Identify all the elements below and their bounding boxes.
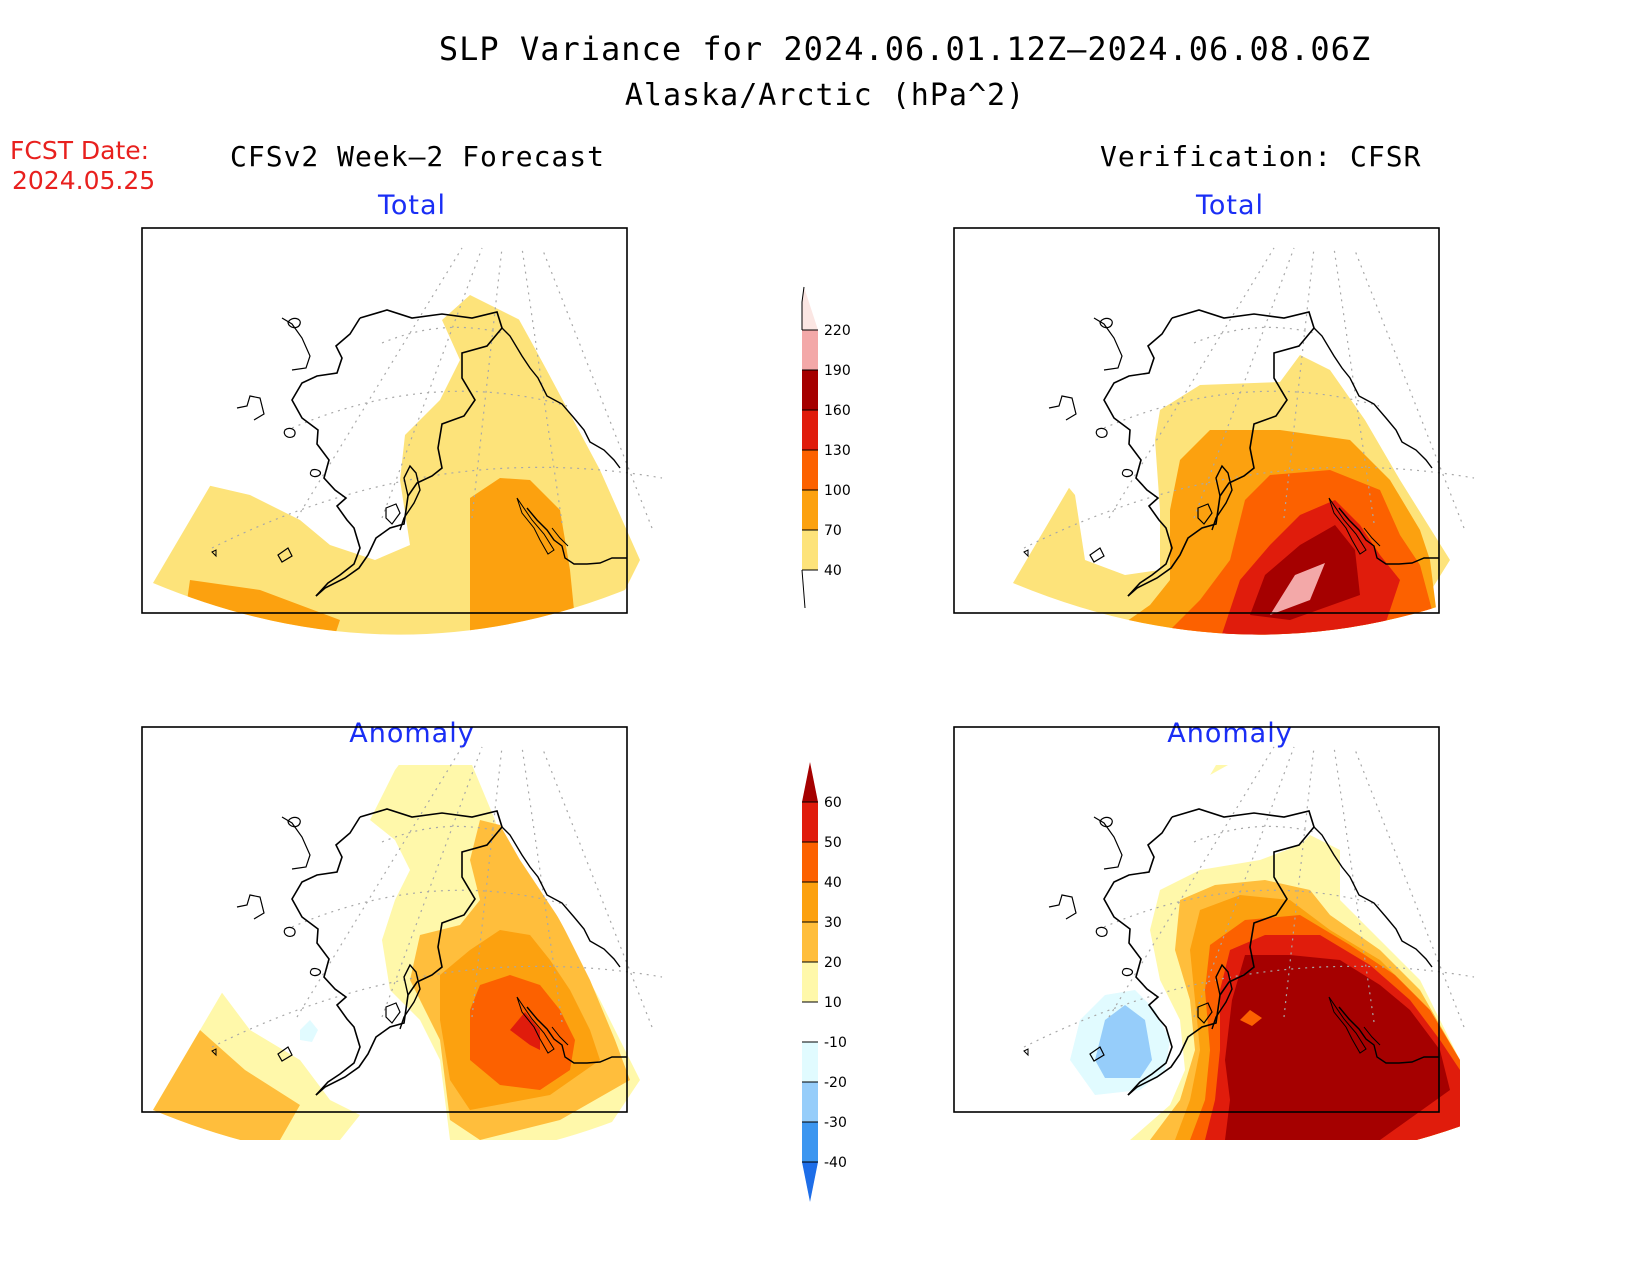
main-title: SLP Variance for 2024.06.01.12Z—2024.06.… <box>438 30 1372 68</box>
verification-total-title: Total <box>1195 190 1265 221</box>
anomaly-colorbar-label: 40 <box>824 875 842 891</box>
verification-anomaly-map <box>953 726 1475 1140</box>
total-colorbar: 40 70 100 130 160 190 220 <box>801 286 851 609</box>
total-colorbar-label: 100 <box>824 483 851 499</box>
total-colorbar-box <box>802 287 818 330</box>
total-colorbar-label: 220 <box>824 323 851 339</box>
forecast-anomaly-title: Anomaly <box>349 718 475 749</box>
forecast-date-value: 2024.05.25 <box>12 166 156 195</box>
total-colorbar-label: 190 <box>824 363 851 379</box>
forecast-total-map <box>141 227 663 635</box>
verification-total-map <box>953 227 1475 635</box>
total-colorbar-box <box>802 370 818 410</box>
anomaly-colorbar-label: 30 <box>824 915 842 931</box>
total-colorbar-box <box>802 330 818 370</box>
anomaly-colorbar-box <box>802 1042 818 1082</box>
main-subtitle: Alaska/Arctic (hPa^2) <box>624 78 1026 113</box>
anomaly-colorbar-box <box>802 802 818 842</box>
anomaly-colorbar: -40 -30 -20 -10 10 20 30 40 50 60 <box>802 762 847 1202</box>
total-colorbar-label: 40 <box>824 563 842 579</box>
anomaly-colorbar-box <box>802 762 818 802</box>
total-colorbar-label: 130 <box>824 443 851 459</box>
total-colorbar-box <box>802 450 818 490</box>
anomaly-colorbar-box <box>802 1162 818 1202</box>
anomaly-colorbar-box <box>802 1122 818 1162</box>
anomaly-colorbar-box <box>802 962 818 1002</box>
total-colorbar-box <box>802 490 818 530</box>
anomaly-colorbar-label: -20 <box>824 1075 847 1091</box>
verification-anomaly-title: Anomaly <box>1167 718 1293 749</box>
total-colorbar-box <box>802 530 818 570</box>
total-colorbar-box <box>802 410 818 450</box>
anomaly-colorbar-label: 50 <box>824 835 842 851</box>
anomaly-colorbar-box <box>802 922 818 962</box>
anomaly-colorbar-box <box>802 1002 818 1042</box>
total-colorbar-outline <box>801 286 805 330</box>
anomaly-colorbar-box <box>802 882 818 922</box>
anomaly-colorbar-label: -30 <box>824 1115 847 1131</box>
anomaly-colorbar-label: -10 <box>824 1035 847 1051</box>
anomaly-colorbar-label: 20 <box>824 955 842 971</box>
total-colorbar-label: 160 <box>824 403 851 419</box>
anomaly-colorbar-box <box>802 842 818 882</box>
forecast-date-label: FCST Date: <box>10 136 150 165</box>
total-colorbar-wedge <box>801 569 806 609</box>
forecast-total-title: Total <box>377 190 447 221</box>
verification-column-header: Verification: CFSR <box>1100 140 1422 173</box>
anomaly-colorbar-label: 60 <box>824 795 842 811</box>
forecast-column-header: CFSv2 Week—2 Forecast <box>230 140 606 173</box>
anomaly-colorbar-label: -40 <box>824 1155 847 1171</box>
total-colorbar-label: 70 <box>824 523 842 539</box>
forecast-anomaly-map <box>141 726 663 1140</box>
anomaly-colorbar-box <box>802 1082 818 1122</box>
anomaly-colorbar-label: 10 <box>824 995 842 1011</box>
